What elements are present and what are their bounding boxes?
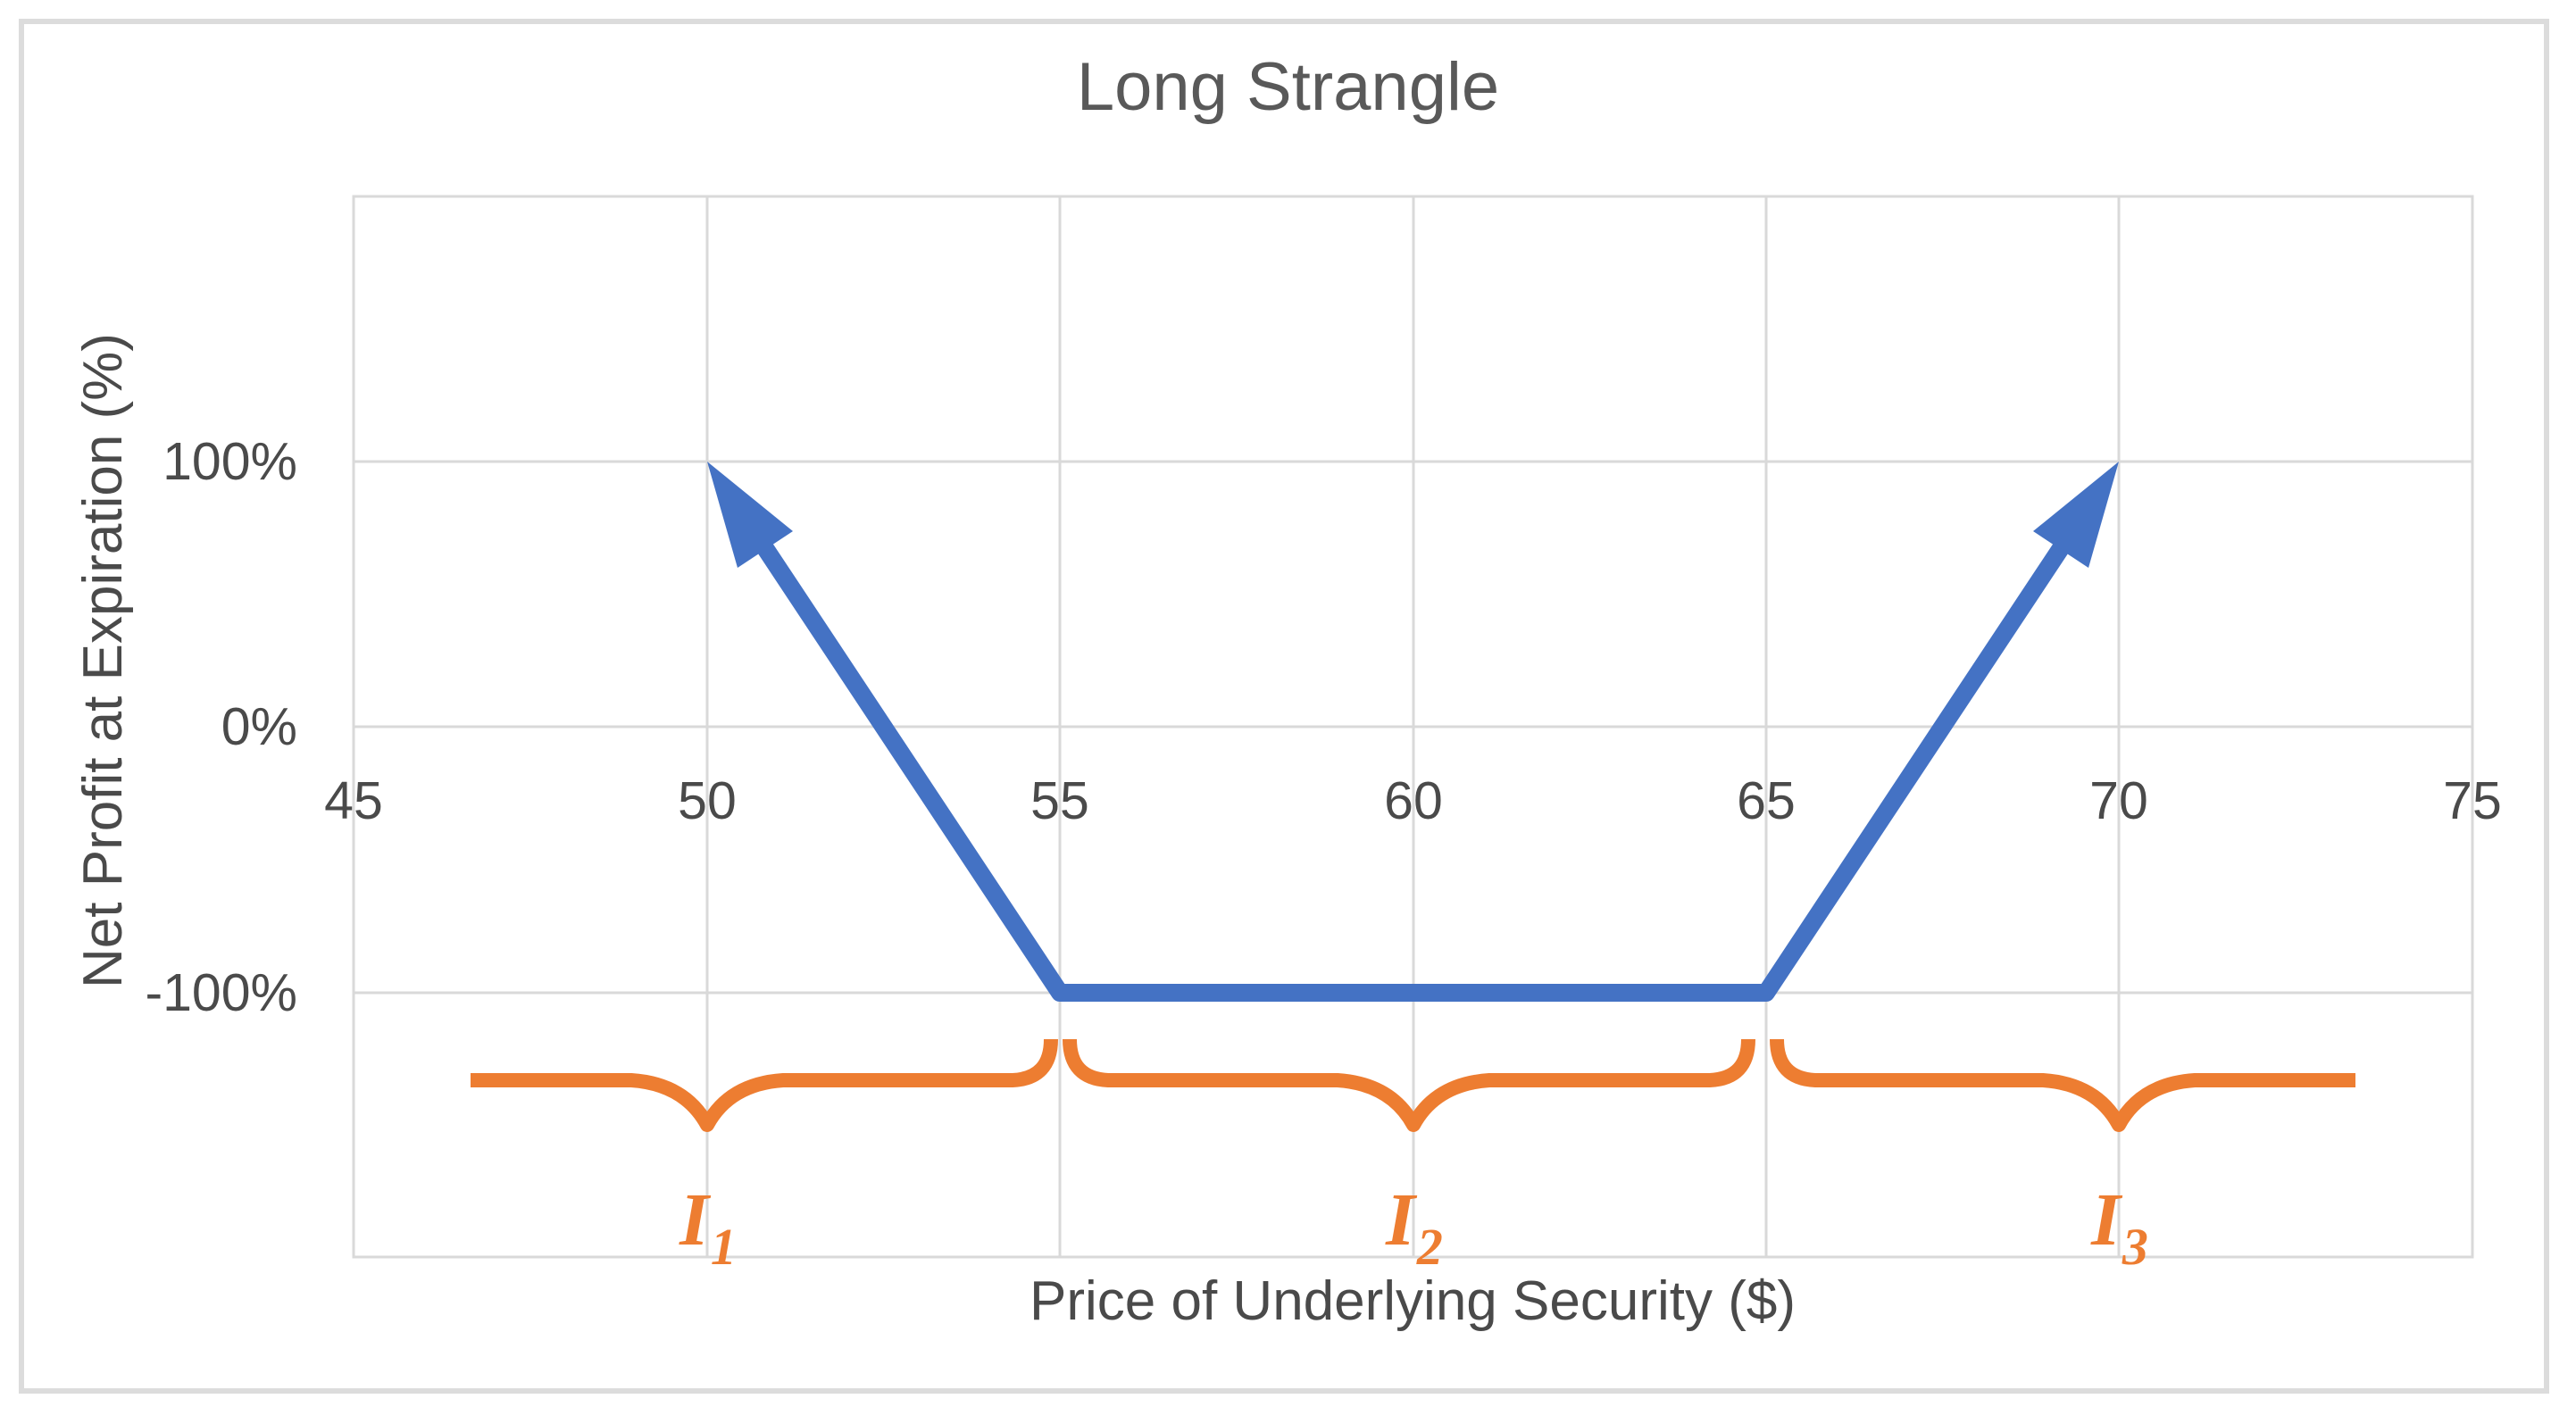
x-tick-label-55: 55	[1030, 771, 1089, 830]
y-tick-label-neg100: -100%	[145, 963, 297, 1022]
x-tick-label-45: 45	[324, 771, 383, 830]
chart-title: Long Strangle	[1076, 49, 1500, 125]
interval-label-subscript: 1	[710, 1218, 737, 1276]
interval-brace-1	[471, 1038, 1058, 1132]
interval-brace-2	[1063, 1038, 1755, 1132]
x-tick-label-50: 50	[678, 771, 737, 830]
interval-label-subscript: 2	[1416, 1218, 1443, 1276]
interval-label-i1: I1	[591, 1171, 823, 1278]
x-tick-label-75: 75	[2443, 771, 2502, 830]
interval-label-subscript: 3	[2122, 1218, 2148, 1276]
y-axis-title: Net Profit at Expiration (%)	[72, 333, 134, 988]
figure-border	[19, 19, 2549, 1394]
arrowhead-up-left-icon	[707, 462, 793, 568]
interval-label-i2: I2	[1297, 1171, 1530, 1278]
x-tick-label-70: 70	[2089, 771, 2148, 830]
interval-label-base: I	[2091, 1178, 2121, 1261]
interval-braces	[471, 1038, 2355, 1132]
y-tick-label-100: 100%	[163, 432, 297, 491]
interval-label-base: I	[1386, 1178, 1415, 1261]
interval-brace-3	[1770, 1038, 2355, 1132]
x-axis-title: Price of Underlying Security ($)	[1030, 1270, 1796, 1332]
interval-label-i3: I3	[2003, 1171, 2235, 1278]
arrowhead-up-right-icon	[2033, 462, 2119, 568]
x-tick-label-65: 65	[1737, 771, 1796, 830]
x-tick-label-60: 60	[1384, 771, 1443, 830]
y-tick-label-0: 0%	[221, 697, 297, 756]
payoff-line	[746, 527, 2080, 1002]
interval-label-base: I	[679, 1178, 709, 1261]
